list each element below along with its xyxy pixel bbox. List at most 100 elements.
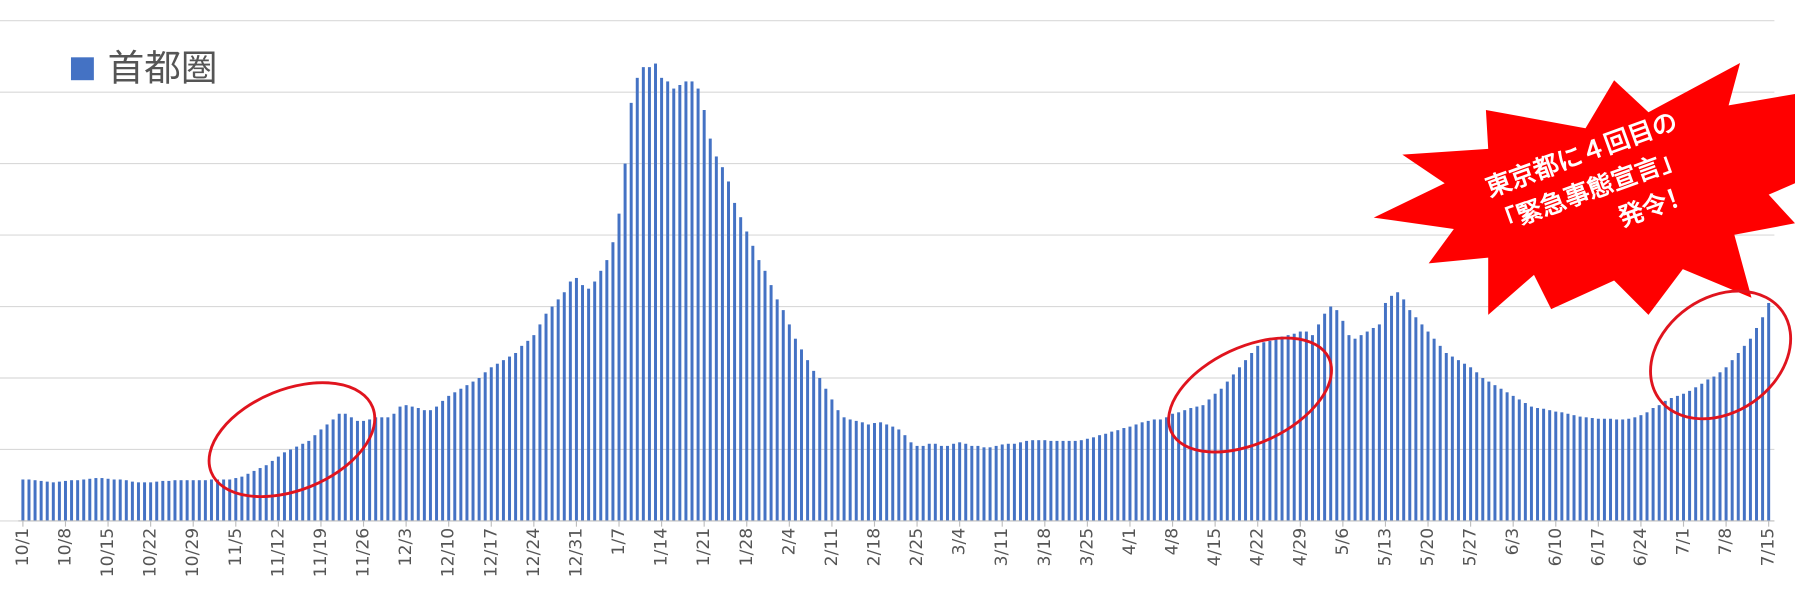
bar — [484, 372, 487, 521]
x-tick-label: 5/6 — [1333, 528, 1353, 556]
bar — [472, 382, 475, 521]
bar — [903, 435, 906, 521]
bar — [1177, 412, 1180, 521]
x-tick-label: 10/22 — [141, 528, 161, 577]
bar — [1299, 332, 1302, 521]
bar — [301, 444, 304, 521]
x-tick-label: 3/4 — [950, 528, 970, 556]
bar — [1147, 421, 1150, 521]
x-tick-label: 1/7 — [609, 528, 629, 556]
bar — [1341, 321, 1344, 521]
bar — [575, 278, 578, 521]
bar — [703, 110, 706, 521]
bar — [1214, 394, 1217, 521]
bar — [764, 271, 767, 521]
bar — [1627, 419, 1630, 521]
bar — [259, 468, 262, 521]
bar — [1609, 419, 1612, 521]
bar — [1475, 372, 1478, 521]
bar — [630, 103, 633, 521]
bar — [922, 446, 925, 521]
bar — [1128, 427, 1131, 521]
bar — [745, 232, 748, 521]
bar — [691, 81, 694, 521]
bar — [1244, 360, 1247, 521]
bar — [27, 479, 30, 520]
bar — [478, 378, 481, 521]
bar — [1268, 341, 1271, 521]
bar — [1396, 292, 1399, 521]
bar — [1007, 444, 1010, 521]
bar — [1238, 367, 1241, 521]
x-tick-label: 3/18 — [1035, 528, 1055, 567]
bar — [234, 478, 237, 521]
bar — [1493, 385, 1496, 521]
bar — [326, 424, 329, 520]
x-tick-label: 5/27 — [1461, 528, 1481, 567]
bar — [910, 442, 913, 521]
bar — [520, 346, 523, 521]
bar — [812, 371, 815, 521]
x-tick-label: 10/29 — [183, 528, 203, 577]
bar — [1688, 391, 1691, 521]
bar — [715, 156, 718, 520]
x-tick-label: 1/14 — [652, 528, 672, 567]
bar — [1354, 339, 1357, 521]
bar — [1195, 407, 1198, 521]
x-tick-label: 11/5 — [226, 528, 246, 567]
bar — [934, 444, 937, 521]
bar — [989, 447, 992, 521]
bar — [618, 214, 621, 521]
bar — [1463, 364, 1466, 521]
bar — [1068, 441, 1071, 521]
bar — [976, 446, 979, 521]
bar — [131, 482, 134, 521]
x-tick-label: 6/17 — [1588, 528, 1608, 567]
bar — [611, 242, 614, 521]
bar — [338, 414, 341, 521]
bar — [624, 164, 627, 521]
bar — [180, 480, 183, 521]
bar — [1232, 374, 1235, 521]
bar — [1445, 353, 1448, 521]
bar — [782, 310, 785, 521]
bar — [423, 410, 426, 521]
bar — [210, 479, 213, 520]
x-tick-label: 4/8 — [1163, 528, 1183, 556]
bar — [660, 78, 663, 521]
bar — [1329, 307, 1332, 521]
bar — [1737, 353, 1740, 521]
bar — [1603, 419, 1606, 521]
x-tick-label: 12/24 — [524, 528, 544, 577]
bar — [277, 457, 280, 521]
bar — [1579, 417, 1582, 521]
bar — [228, 479, 231, 520]
bar — [64, 481, 67, 521]
bar — [508, 357, 511, 521]
bar — [1019, 442, 1022, 521]
bar — [1427, 332, 1430, 521]
bar — [107, 479, 110, 521]
bar — [319, 429, 322, 520]
bar — [855, 421, 858, 521]
bar — [447, 396, 450, 521]
bar — [246, 474, 249, 521]
bar — [1731, 360, 1734, 521]
bar — [1646, 412, 1649, 521]
bar — [545, 314, 548, 521]
bar — [1506, 392, 1509, 521]
bar — [1135, 424, 1138, 520]
x-tick-label: 4/15 — [1205, 528, 1225, 567]
legend-swatch — [71, 57, 94, 80]
bar — [119, 479, 122, 520]
bar — [1372, 328, 1375, 521]
x-tick-label: 2/4 — [779, 528, 799, 556]
bar — [1597, 419, 1600, 521]
x-tick-label: 12/31 — [566, 528, 586, 577]
bar — [149, 482, 152, 521]
bar — [958, 442, 961, 521]
bar — [770, 285, 773, 521]
bar — [970, 446, 973, 521]
bar — [1384, 303, 1387, 521]
bar — [374, 417, 377, 521]
